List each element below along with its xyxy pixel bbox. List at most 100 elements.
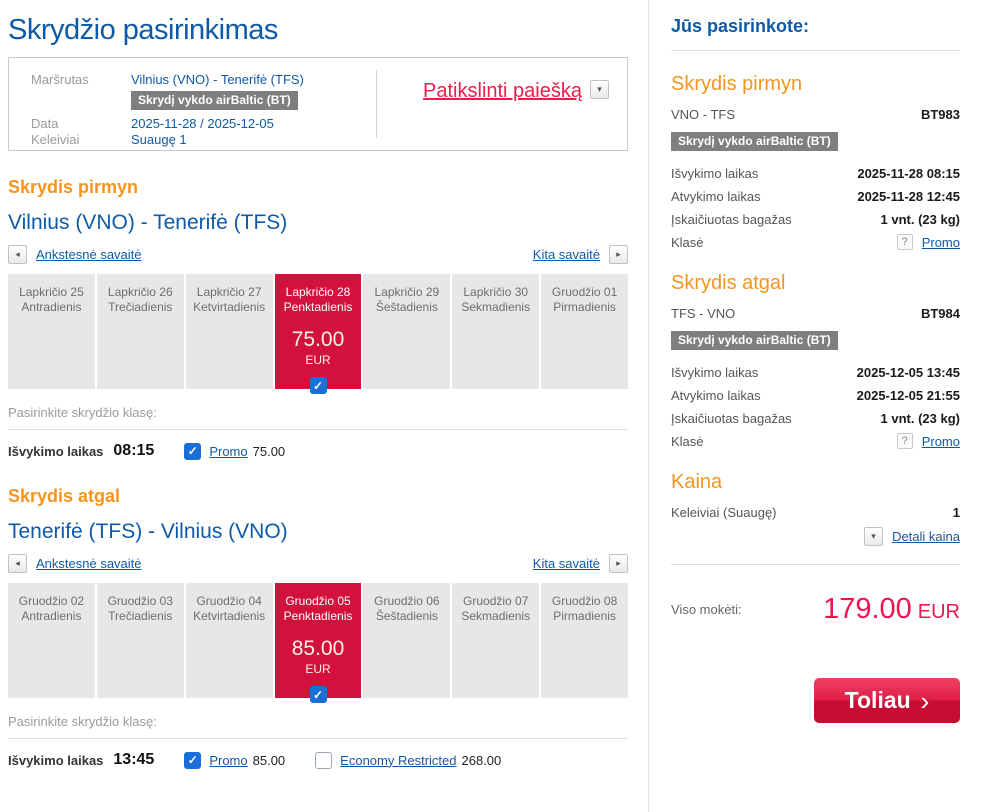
question-icon: ? [901,435,908,447]
help-button[interactable]: ? [896,234,913,250]
fare-name-link[interactable]: Promo [209,752,248,768]
day-currency: EUR [305,662,331,676]
help-button[interactable]: ? [896,433,913,449]
calendar-day[interactable]: Gruodžio 08 Pirmadienis [541,583,629,698]
passengers-row: Keleiviai Suaugę 1 [31,132,376,148]
baggage-label: Įskaičiuotas bagažas [671,410,792,426]
fare-price: 75.00 [252,443,286,459]
operator-badge: Skrydį vykdo airBaltic (BT) [671,132,838,151]
day-weekday: Ketvirtadienis [193,300,266,314]
day-weekday: Trečiadienis [108,609,173,623]
day-date: Gruodžio 03 [107,594,173,608]
refine-search-link[interactable]: Patikslinti paiešką [423,80,582,102]
day-weekday: Šeštadienis [375,300,438,314]
search-summary-box: Maršrutas Vilnius (VNO) - Tenerifė (TFS)… [8,57,628,151]
next-week-button[interactable]: ▸ [609,245,628,264]
day-weekday: Penktadienis [283,300,353,314]
calendar-day[interactable]: Gruodžio 02 Antradienis [8,583,95,698]
baggage-label: Įskaičiuotas bagažas [671,211,792,227]
divider [671,564,960,565]
selection-sidebar: Jūs pasirinkote: Skrydis pirmyn VNO - TF… [648,0,992,812]
route-label: Maršrutas [31,72,89,87]
outbound-route-title: Vilnius (VNO) - Tenerifė (TFS) [8,211,288,234]
fare-name-link[interactable]: Economy Restricted [340,752,457,768]
chevron-right-icon: ▸ [616,249,621,259]
inbound-route-title: Tenerifė (TFS) - Vilnius (VNO) [8,520,288,543]
calendar-day-selected[interactable]: Gruodžio 05 Penktadienis 85.00 EUR ✓ [274,583,362,703]
search-summary-details: Maršrutas Vilnius (VNO) - Tenerifė (TFS)… [9,58,376,150]
day-date: Gruodžio 07 [463,594,529,608]
calendar-day[interactable]: Lapkričio 27 Ketvirtadienis [185,274,273,389]
arrival-row: Atvykimo laikas 2025-12-05 21:55 [671,387,960,403]
departure-time-label: Išvykimo laikas [8,443,104,459]
day-checkbox[interactable]: ✓ [309,377,327,394]
next-week-button[interactable]: ▸ [609,554,628,573]
next-week-link[interactable]: Kita savaitė [532,556,600,571]
operator-badge-row: Skrydį vykdo airBaltic (BT) [671,129,960,157]
divider [8,738,628,739]
outbound-week-nav: ◂ Ankstesnė savaitė Kita savaitė ▸ [8,245,628,264]
operator-badge-row: Skrydį vykdo airBaltic (BT) [671,328,960,356]
total-row: Viso mokėti: 179.00 EUR [671,593,960,626]
outbound-calendar: Lapkričio 25 Antradienis Lapkričio 26 Tr… [8,274,629,394]
continue-button[interactable]: Toliau › [814,678,960,723]
day-date: Lapkričio 30 [463,285,529,299]
route-value: Vilnius (VNO) - Tenerifė (TFS) [131,72,304,87]
total-price: 179.00 EUR [823,593,960,626]
class-label: Klasė [671,433,704,449]
inbound-calendar: Gruodžio 02 Antradienis Gruodžio 03 Treč… [8,583,629,703]
day-date: Lapkričio 25 [19,285,84,299]
day-date: Lapkričio 26 [107,285,173,299]
calendar-day-selected[interactable]: Lapkričio 28 Penktadienis 75.00 EUR ✓ [274,274,362,394]
prev-week-button[interactable]: ◂ [8,554,27,573]
day-date: Gruodžio 01 [551,285,618,299]
calendar-day[interactable]: Gruodžio 03 Trečiadienis [96,583,184,698]
fare-checkbox[interactable]: ✓ [184,751,202,769]
price-details-link[interactable]: Detali kaina [892,529,960,544]
prev-week-link[interactable]: Ankstesnė savaitė [36,247,142,262]
day-weekday: Antradienis [21,300,82,314]
fare-checkbox[interactable] [315,751,333,769]
class-value-link[interactable]: Promo [921,433,960,449]
calendar-day[interactable]: Lapkričio 25 Antradienis [8,274,95,389]
departure-row: Išvykimo laikas 2025-12-05 13:45 [671,364,960,380]
baggage-value: 1 vnt. (23 kg) [880,410,960,426]
total-amount: 179.00 [823,593,912,625]
day-date: Gruodžio 04 [196,594,262,608]
day-date: Lapkričio 29 [374,285,440,299]
main-column: Skrydžio pasirinkimas Maršrutas Vilnius … [8,14,629,769]
calendar-day[interactable]: Lapkričio 29 Šeštadienis [363,274,451,389]
date-row: Data 2025-11-28 / 2025-12-05 [31,116,376,132]
page-title: Skrydžio pasirinkimas [8,14,278,46]
price-details-toggle-button[interactable]: ▾ [864,527,884,546]
calendar-day[interactable]: Gruodžio 04 Ketvirtadienis [185,583,273,698]
check-icon: ✓ [187,444,198,458]
total-label: Viso mokėti: [671,602,742,617]
calendar-day[interactable]: Gruodžio 06 Šeštadienis [363,583,451,698]
refine-dropdown-button[interactable]: ▾ [590,80,609,99]
calendar-day[interactable]: Gruodžio 01 Pirmadienis [541,274,629,389]
prev-week-link[interactable]: Ankstesnė savaitė [36,556,142,571]
next-week-link[interactable]: Kita savaitė [532,247,600,262]
departure-row: Išvykimo laikas 2025-11-28 08:15 [671,165,960,181]
fare-checkbox[interactable]: ✓ [184,442,202,460]
inbound-class-row: Išvykimo laikas 13:45 ✓ Promo 85.00 Econ… [8,751,628,769]
prev-week-button[interactable]: ◂ [8,245,27,264]
calendar-day[interactable]: Lapkričio 26 Trečiadienis [96,274,184,389]
departure-value: 2025-11-28 08:15 [857,165,960,181]
fare-name-link[interactable]: Promo [209,443,248,459]
sidebar-title: Jūs pasirinkote: [671,16,810,36]
date-label: Data [31,116,59,131]
baggage-row: Įskaičiuotas bagažas 1 vnt. (23 kg) [671,211,960,227]
summary-outbound-title: Skrydis pirmyn [671,73,803,95]
calendar-day[interactable]: Lapkričio 30 Sekmadienis [452,274,540,389]
day-checkbox[interactable]: ✓ [309,686,327,703]
route-row: Maršrutas Vilnius (VNO) - Tenerifė (TFS) [31,72,376,88]
day-date: Gruodžio 05 [285,594,351,608]
calendar-day[interactable]: Gruodžio 07 Sekmadienis [452,583,540,698]
chevron-left-icon: ◂ [15,558,20,568]
departure-label: Išvykimo laikas [671,364,759,380]
class-value-link[interactable]: Promo [921,234,960,250]
flight-number: BT983 [920,106,960,122]
